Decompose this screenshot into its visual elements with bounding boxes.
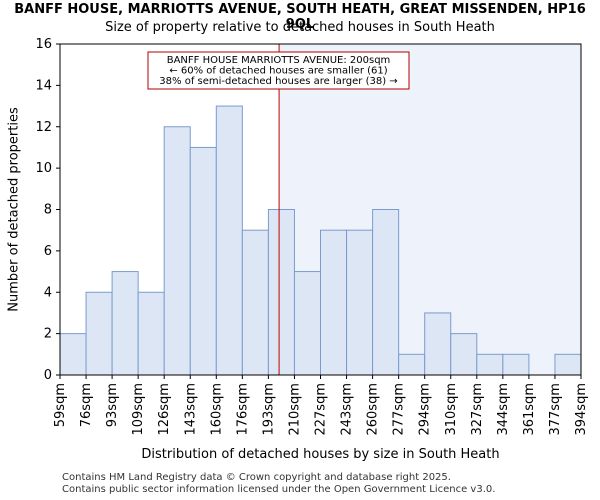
x-axis-label: Distribution of detached houses by size … [141, 447, 499, 462]
annotation-line-3: 38% of semi-detached houses are larger (… [159, 76, 397, 87]
footer-copyright: Contains HM Land Registry data © Crown c… [62, 472, 451, 483]
y-tick-label: 0 [44, 368, 52, 383]
histogram-bar [554, 353, 582, 376]
histogram-bar [59, 333, 87, 376]
x-tick-label: 243sqm [340, 383, 355, 436]
x-tick-label: 76sqm [79, 383, 94, 427]
histogram-bar [320, 229, 348, 376]
x-tick-label: 344sqm [496, 383, 511, 436]
histogram-bar [111, 271, 139, 376]
x-tick-label: 227sqm [314, 383, 329, 436]
chart-title: BANFF HOUSE, MARRIOTTS AVENUE, SOUTH HEA… [14, 2, 586, 32]
y-tick-label: 12 [35, 120, 52, 135]
y-tick-label: 2 [44, 327, 52, 342]
x-tick-label: 93sqm [105, 383, 120, 427]
histogram-bar [293, 271, 322, 376]
y-tick-label: 14 [35, 78, 52, 93]
x-tick-label: 109sqm [131, 383, 146, 436]
x-tick-label: 394sqm [574, 383, 589, 436]
x-tick-label: 361sqm [522, 383, 537, 436]
histogram-bar [424, 312, 452, 376]
y-axis-label: Number of detached properties [7, 107, 22, 312]
x-tick-label: 327sqm [470, 383, 485, 436]
x-tick-label: 210sqm [287, 383, 302, 436]
histogram-bar [189, 146, 217, 376]
y-tick-label: 10 [35, 161, 52, 176]
x-tick-label: 193sqm [261, 383, 276, 436]
x-tick-label: 160sqm [209, 383, 224, 436]
histogram-bar [346, 229, 374, 376]
x-tick-label: 126sqm [157, 383, 172, 436]
x-tick-label: 377sqm [548, 383, 563, 436]
x-tick-label: 59sqm [53, 383, 68, 427]
chart-subtitle: Size of property relative to detached ho… [105, 20, 495, 35]
annotation-line-2: ← 60% of detached houses are smaller (61… [169, 66, 387, 77]
x-tick-label: 260sqm [366, 383, 381, 436]
annotation-line-1: BANFF HOUSE MARRIOTTS AVENUE: 200sqm [167, 55, 391, 66]
x-tick-label: 143sqm [183, 383, 198, 436]
y-tick-label: 6 [44, 244, 52, 259]
histogram-bar [85, 291, 113, 376]
histogram-bar [241, 229, 269, 376]
x-tick-label: 176sqm [235, 383, 250, 436]
y-tick-label: 16 [35, 37, 52, 52]
histogram-bar [215, 105, 243, 376]
histogram-bar [267, 209, 295, 376]
histogram-bar [163, 126, 191, 376]
x-tick-label: 310sqm [444, 383, 459, 436]
histogram-bar [398, 353, 426, 376]
footer-licence: Contains public sector information licen… [62, 484, 496, 495]
histogram-bar [502, 353, 530, 376]
x-tick-label: 277sqm [392, 383, 407, 436]
histogram-bar [476, 353, 504, 376]
annotation-box [147, 51, 410, 90]
histogram-bar [450, 333, 478, 376]
histogram-bar [372, 209, 400, 376]
x-tick-label: 294sqm [418, 383, 433, 436]
y-tick-label: 8 [44, 203, 52, 218]
y-tick-label: 4 [44, 285, 52, 300]
histogram-bar [137, 291, 165, 376]
